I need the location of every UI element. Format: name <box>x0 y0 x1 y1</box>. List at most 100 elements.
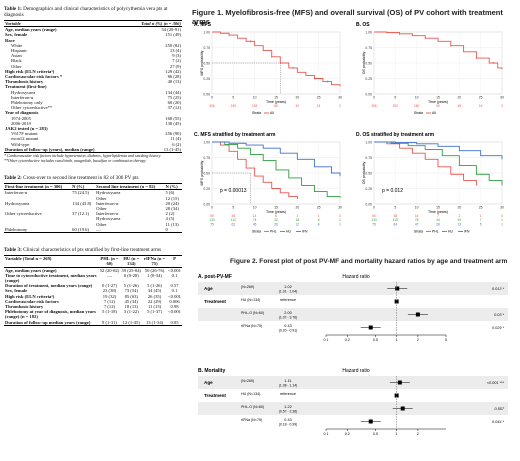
table1-cell-value: 86 (28) <box>167 74 181 80</box>
forest-point <box>368 325 373 330</box>
forest-axis-label: 0.1 <box>324 432 329 436</box>
table-row: Interferon-α 75 (25) <box>4 95 182 100</box>
table3-cell: 7 (12) <box>103 298 116 304</box>
x-tick-label: 25 <box>317 96 321 100</box>
table-row: High risk (ELN criteria¹) 129 (42) <box>4 69 182 74</box>
table3-cell: Time to cytoreductive treatment, median … <box>5 272 97 283</box>
table-row: Other 28 (34) <box>4 206 182 211</box>
table-row: Sex, female 151 (49) <box>4 32 182 37</box>
x-tick-label: 20 <box>295 206 299 210</box>
table-row: Race <box>4 38 182 43</box>
x-tick-label: 5 <box>394 206 396 210</box>
forest-axis-label: 0.5 <box>373 432 378 436</box>
table2-header: N (%) <box>165 184 178 190</box>
table2-cell: Other <box>96 221 107 227</box>
table3-cell: 19 (32) <box>102 293 117 299</box>
table1-header-variable: Variable <box>5 21 21 26</box>
legend-label: HU <box>448 230 453 234</box>
y-tick-label: 1.00 <box>365 30 372 34</box>
table1-cell-label: Cardiovascular risk factors * <box>5 74 63 80</box>
risk-count: 6 <box>275 214 277 218</box>
table1-cell-value: 9 (3) <box>172 53 181 59</box>
table2-cell: Other cytoreductive <box>5 211 42 217</box>
km-curve-phl <box>212 141 298 200</box>
y-axis-label: MFS probability <box>200 50 204 75</box>
y-tick-label: 0.75 <box>203 156 210 160</box>
table1-cell-value: 40 (13) <box>167 79 181 85</box>
forest-point <box>400 406 405 411</box>
table-row: Wild-type 6 (2) <box>4 142 182 147</box>
table3-cell: High risk (ELN criteria¹) <box>5 293 55 299</box>
table3-cell: 12 (1-45) <box>122 319 140 325</box>
table1-cell-label: Race <box>5 37 15 43</box>
table-row: Other 11 (13) <box>4 222 182 227</box>
table1-cell-value: 13 (1-45) <box>163 146 181 152</box>
table3-cell: 52 (20-82) <box>99 267 120 273</box>
risk-count: 2 <box>339 104 341 108</box>
legend-label: PHL <box>270 230 277 234</box>
forest-subgroup: rIFNa (N=75) <box>241 418 262 422</box>
x-tick-label: 30 <box>500 96 504 100</box>
table-row: Time to cytoreductive treatment, median … <box>4 273 182 283</box>
forest-axis-label: 0.2 <box>345 338 350 342</box>
table3-cell: 5 (1-26) <box>123 283 139 289</box>
forest-subgroup: HU (N=134) <box>241 392 260 396</box>
risk-count: 1 <box>339 218 341 222</box>
table2-cell: 2 (2) <box>165 211 175 217</box>
forest-axis-label: 2 <box>417 432 419 436</box>
x-tick-label: 30 <box>338 96 342 100</box>
forest-group: Age <box>204 286 213 291</box>
risk-count: 0 <box>501 214 503 218</box>
forest-ci: (0.20 - 0.91) <box>279 329 297 333</box>
forest-ci: (1.01 - 1.04) <box>279 290 297 294</box>
table2-cell: 4 (5) <box>165 216 175 222</box>
forest-row-bg <box>198 376 508 389</box>
x-tick-label: 15 <box>274 206 278 210</box>
y-tick-label: 0.00 <box>365 92 372 96</box>
table3-header: Variable (Total n = 269) <box>5 256 52 262</box>
table2-grid: First-line treatment (n = 306) N (%) Secon… <box>4 183 182 233</box>
forest-subgroup: HU (N=134) <box>241 298 260 302</box>
table1-cell-label: Hydroxyurea <box>11 89 36 95</box>
table-row: JAK2 tested (n = 283) <box>4 126 182 131</box>
table1-cell-label: exon12 mutant <box>11 136 39 142</box>
risk-count: 252 <box>393 104 399 108</box>
legend-title: Strata <box>414 111 423 115</box>
x-tick-label: 10 <box>415 206 419 210</box>
table3-cell: 0.05 <box>170 319 179 325</box>
y-tick-label: 0.25 <box>365 77 372 81</box>
legend-title: Strata <box>414 230 423 234</box>
table-row: Asian 9 (3) <box>4 53 182 58</box>
risk-count: 7 <box>437 214 439 218</box>
forest-estimate: 1.11 <box>284 379 291 383</box>
risk-count: 36 <box>232 214 236 218</box>
forest-pvalue: 0.044 * <box>492 420 505 424</box>
risk-count: 45 <box>253 222 257 226</box>
panel-label: C. MFS stratified by treatment arm <box>194 132 276 138</box>
risk-count: 60 <box>210 214 214 218</box>
risk-count: 62 <box>232 222 236 226</box>
forest-ci: (0.57 - 2.36) <box>279 410 297 414</box>
table-row: Interferon-α 75 (24.5) Hydroxyurea 5 (6) <box>4 190 182 196</box>
forest-estimate: reference <box>280 298 296 302</box>
legend-label: All <box>432 111 436 115</box>
table1-header-total: Total n (%) (n = 306) <box>141 21 181 26</box>
table3-cell: Duration of treatment, median years (ran… <box>5 283 93 289</box>
table-row: Duration of treatment, median years (ran… <box>4 283 182 288</box>
legend-label: All <box>270 111 274 115</box>
forest-estimate: 0.43 <box>284 324 291 328</box>
table3-cell: <0.001 <box>168 309 181 315</box>
x-tick-label: 25 <box>317 206 321 210</box>
table1-note: * Cardiovascular risk factors include hy… <box>4 153 161 163</box>
x-tick-label: 15 <box>436 206 440 210</box>
forest-point <box>395 286 400 291</box>
table1-cell-label: 1974-2005 <box>11 115 31 121</box>
table3-cell: 0 (0-28) <box>123 272 139 278</box>
panel-label: A. post-PV-MF <box>198 274 232 280</box>
table1-grid: Variable Total n (%) (n = 306) Age, medi… <box>4 20 182 153</box>
risk-count: 5 <box>480 222 482 226</box>
figure1-title: Figure 1. Myelofibrosis-free (MFS) and o… <box>192 8 503 26</box>
table3-caption: Table 3: Clinical characteristics of pts… <box>4 247 162 254</box>
table-row: Age, median years (range) 54 (20-91) <box>4 27 182 33</box>
